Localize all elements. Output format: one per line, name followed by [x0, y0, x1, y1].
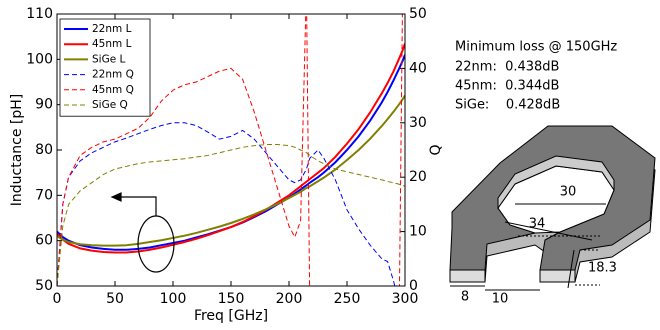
y-tick-label: 50 [35, 278, 53, 294]
page: {"chart_data": { "type": "line", "xlabel… [0, 0, 660, 330]
x-tick-label: 250 [334, 291, 361, 307]
legend-label: 45nm Q [92, 84, 134, 96]
annotation: Minimum loss @ 150GHz [455, 40, 617, 55]
callout-arrowhead [112, 193, 121, 201]
series-line [57, 145, 405, 286]
y2-tick-label: 40 [409, 60, 427, 76]
y2-tick-label: 50 [409, 6, 427, 22]
dimension-label: 34 [529, 217, 546, 232]
annotation: 22nm: 0.438dB [455, 60, 559, 75]
annotation: 45nm: 0.344dB [455, 79, 559, 94]
dimension-label: 8 [461, 290, 469, 305]
y-tick-label: 90 [35, 97, 53, 113]
legend-label: 45nm L [92, 38, 132, 50]
y2-tick-label: 10 [409, 224, 427, 240]
x-tick-label: 0 [53, 291, 62, 307]
dimension-label: 10 [492, 292, 509, 307]
callout [112, 193, 174, 272]
y-tick-label: 60 [35, 233, 53, 249]
x-tick-label: 150 [218, 291, 245, 307]
legend: 22nm L 45nm L SiGe L 22nm Q 45nm Q SiGe Q [60, 19, 150, 116]
y-axis-label: Inductance [pH] [9, 94, 25, 207]
dimension-label: 30 [560, 185, 577, 200]
y2-tick-label: 30 [409, 115, 427, 131]
y-tick-label: 70 [35, 187, 53, 203]
y2-tick-label: 20 [409, 169, 427, 185]
y-tick-label: 110 [26, 6, 53, 22]
x-axis-label: Freq [GHz] [194, 308, 268, 324]
dimension-label: 18.3 [588, 261, 617, 276]
y-tick-label: 80 [35, 142, 53, 158]
x-tick-label: 200 [276, 291, 303, 307]
legend-label: SiGe Q [92, 99, 128, 111]
legend-label: 22nm Q [92, 69, 134, 81]
annotation: SiGe: 0.428dB [455, 98, 560, 113]
y-tick-label: 100 [26, 51, 53, 67]
y2-axis-label: Q [428, 144, 444, 155]
callout-arrow [118, 197, 156, 216]
x-tick-label: 100 [160, 291, 187, 307]
lead-left-end [450, 270, 485, 282]
x-tick-label: 50 [106, 291, 124, 307]
figure: 30 34 18.3 8 10 Minimum loss @ 150GHz 22… [0, 0, 660, 330]
legend-label: SiGe L [92, 53, 126, 65]
legend-label: 22nm L [92, 23, 132, 35]
series-line [57, 96, 405, 246]
x-tick-label: 300 [392, 291, 419, 307]
